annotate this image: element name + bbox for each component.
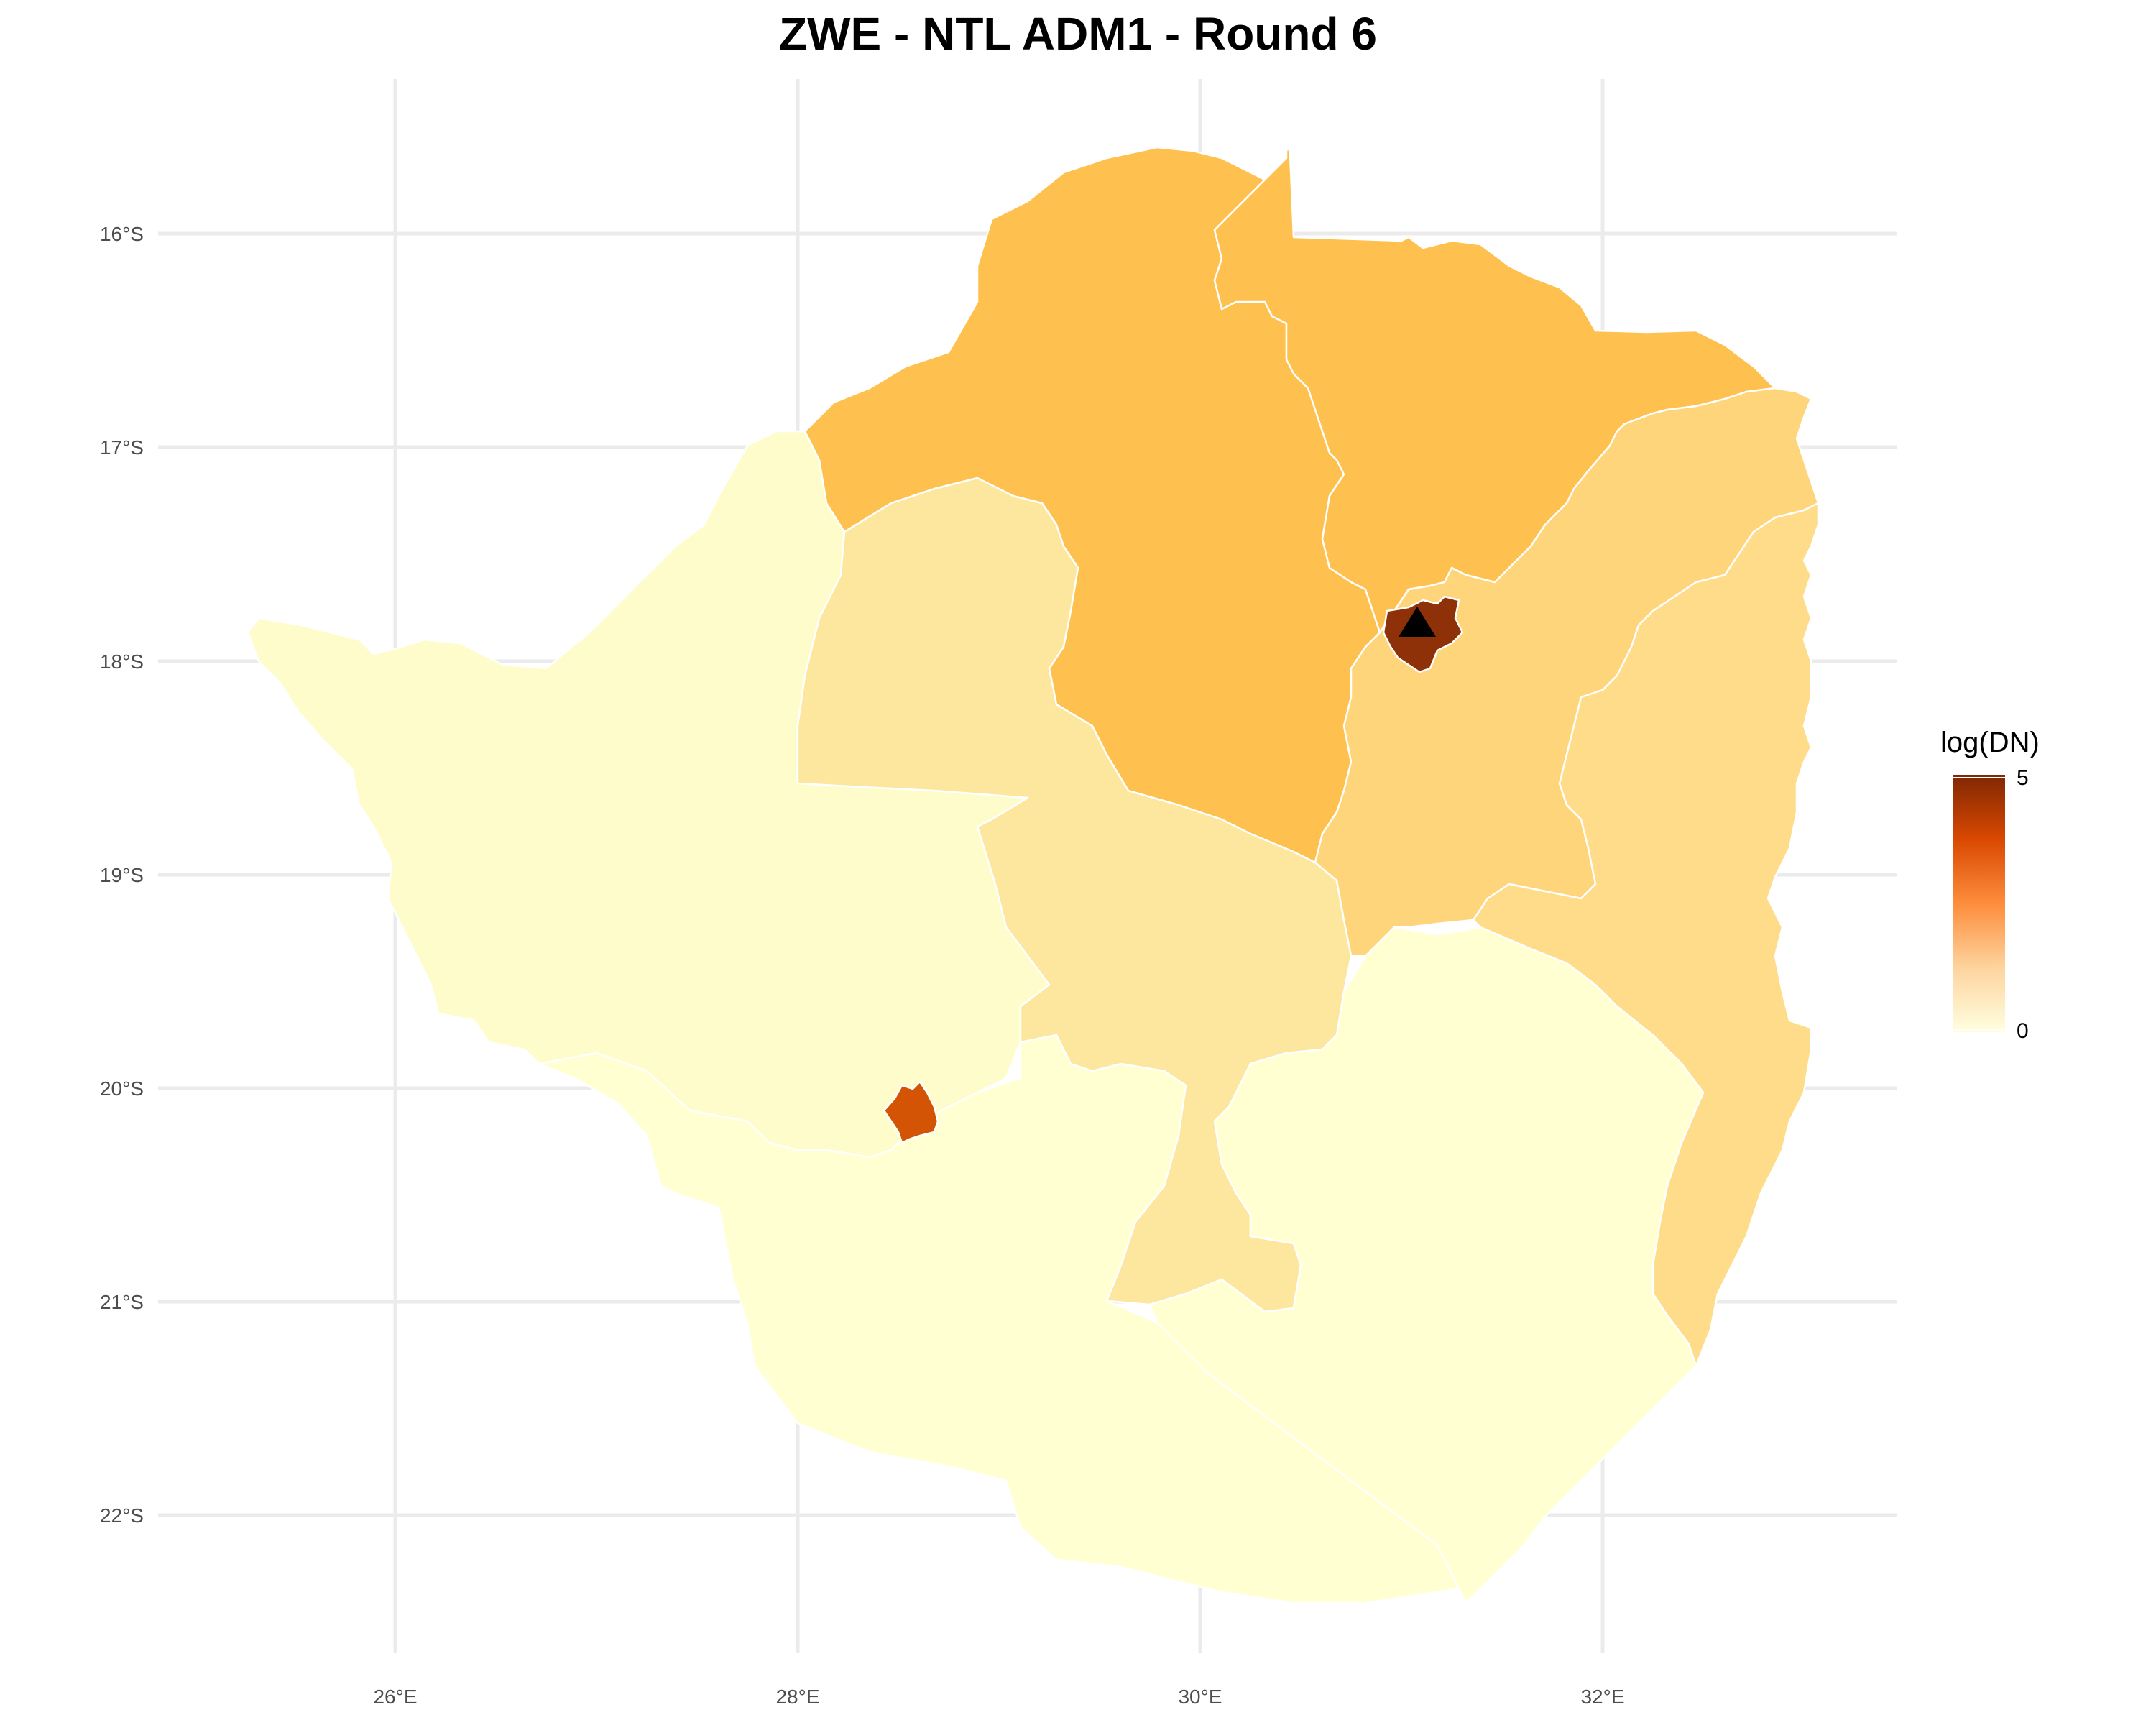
lon-tick-label: 32°E	[1580, 1685, 1624, 1708]
lon-tick-label: 30°E	[1178, 1685, 1222, 1708]
lat-tick-label: 16°S	[100, 223, 144, 245]
lat-tick-label: 17°S	[100, 436, 144, 459]
region-bulawayo	[883, 1080, 939, 1144]
region-manicaland	[1472, 502, 1820, 1367]
lon-tick-label: 26°E	[373, 1685, 417, 1708]
legend-title: log(DN)	[1940, 727, 2040, 758]
lon-tick-labels: 26°E 28°E 30°E 32°E	[373, 1685, 1624, 1708]
regions	[247, 135, 1820, 1604]
lat-tick-label: 21°S	[100, 1291, 144, 1313]
lat-tick-label: 20°S	[100, 1077, 144, 1100]
lat-tick-label: 22°S	[100, 1504, 144, 1527]
legend: log(DN) 5 0	[1940, 727, 2040, 1043]
capital-marker-icon	[1399, 607, 1436, 637]
map-title: ZWE - NTL ADM1 - Round 6	[779, 8, 1377, 60]
legend-colorbar	[1953, 775, 2005, 1032]
lat-tick-labels: 16°S 17°S 18°S 19°S 20°S 21°S 22°S	[100, 223, 144, 1527]
lat-tick-label: 19°S	[100, 864, 144, 886]
legend-min-label: 0	[2017, 1019, 2029, 1043]
legend-max-label: 5	[2017, 766, 2029, 790]
lon-tick-label: 28°E	[775, 1685, 819, 1708]
lat-tick-label: 18°S	[100, 650, 144, 673]
